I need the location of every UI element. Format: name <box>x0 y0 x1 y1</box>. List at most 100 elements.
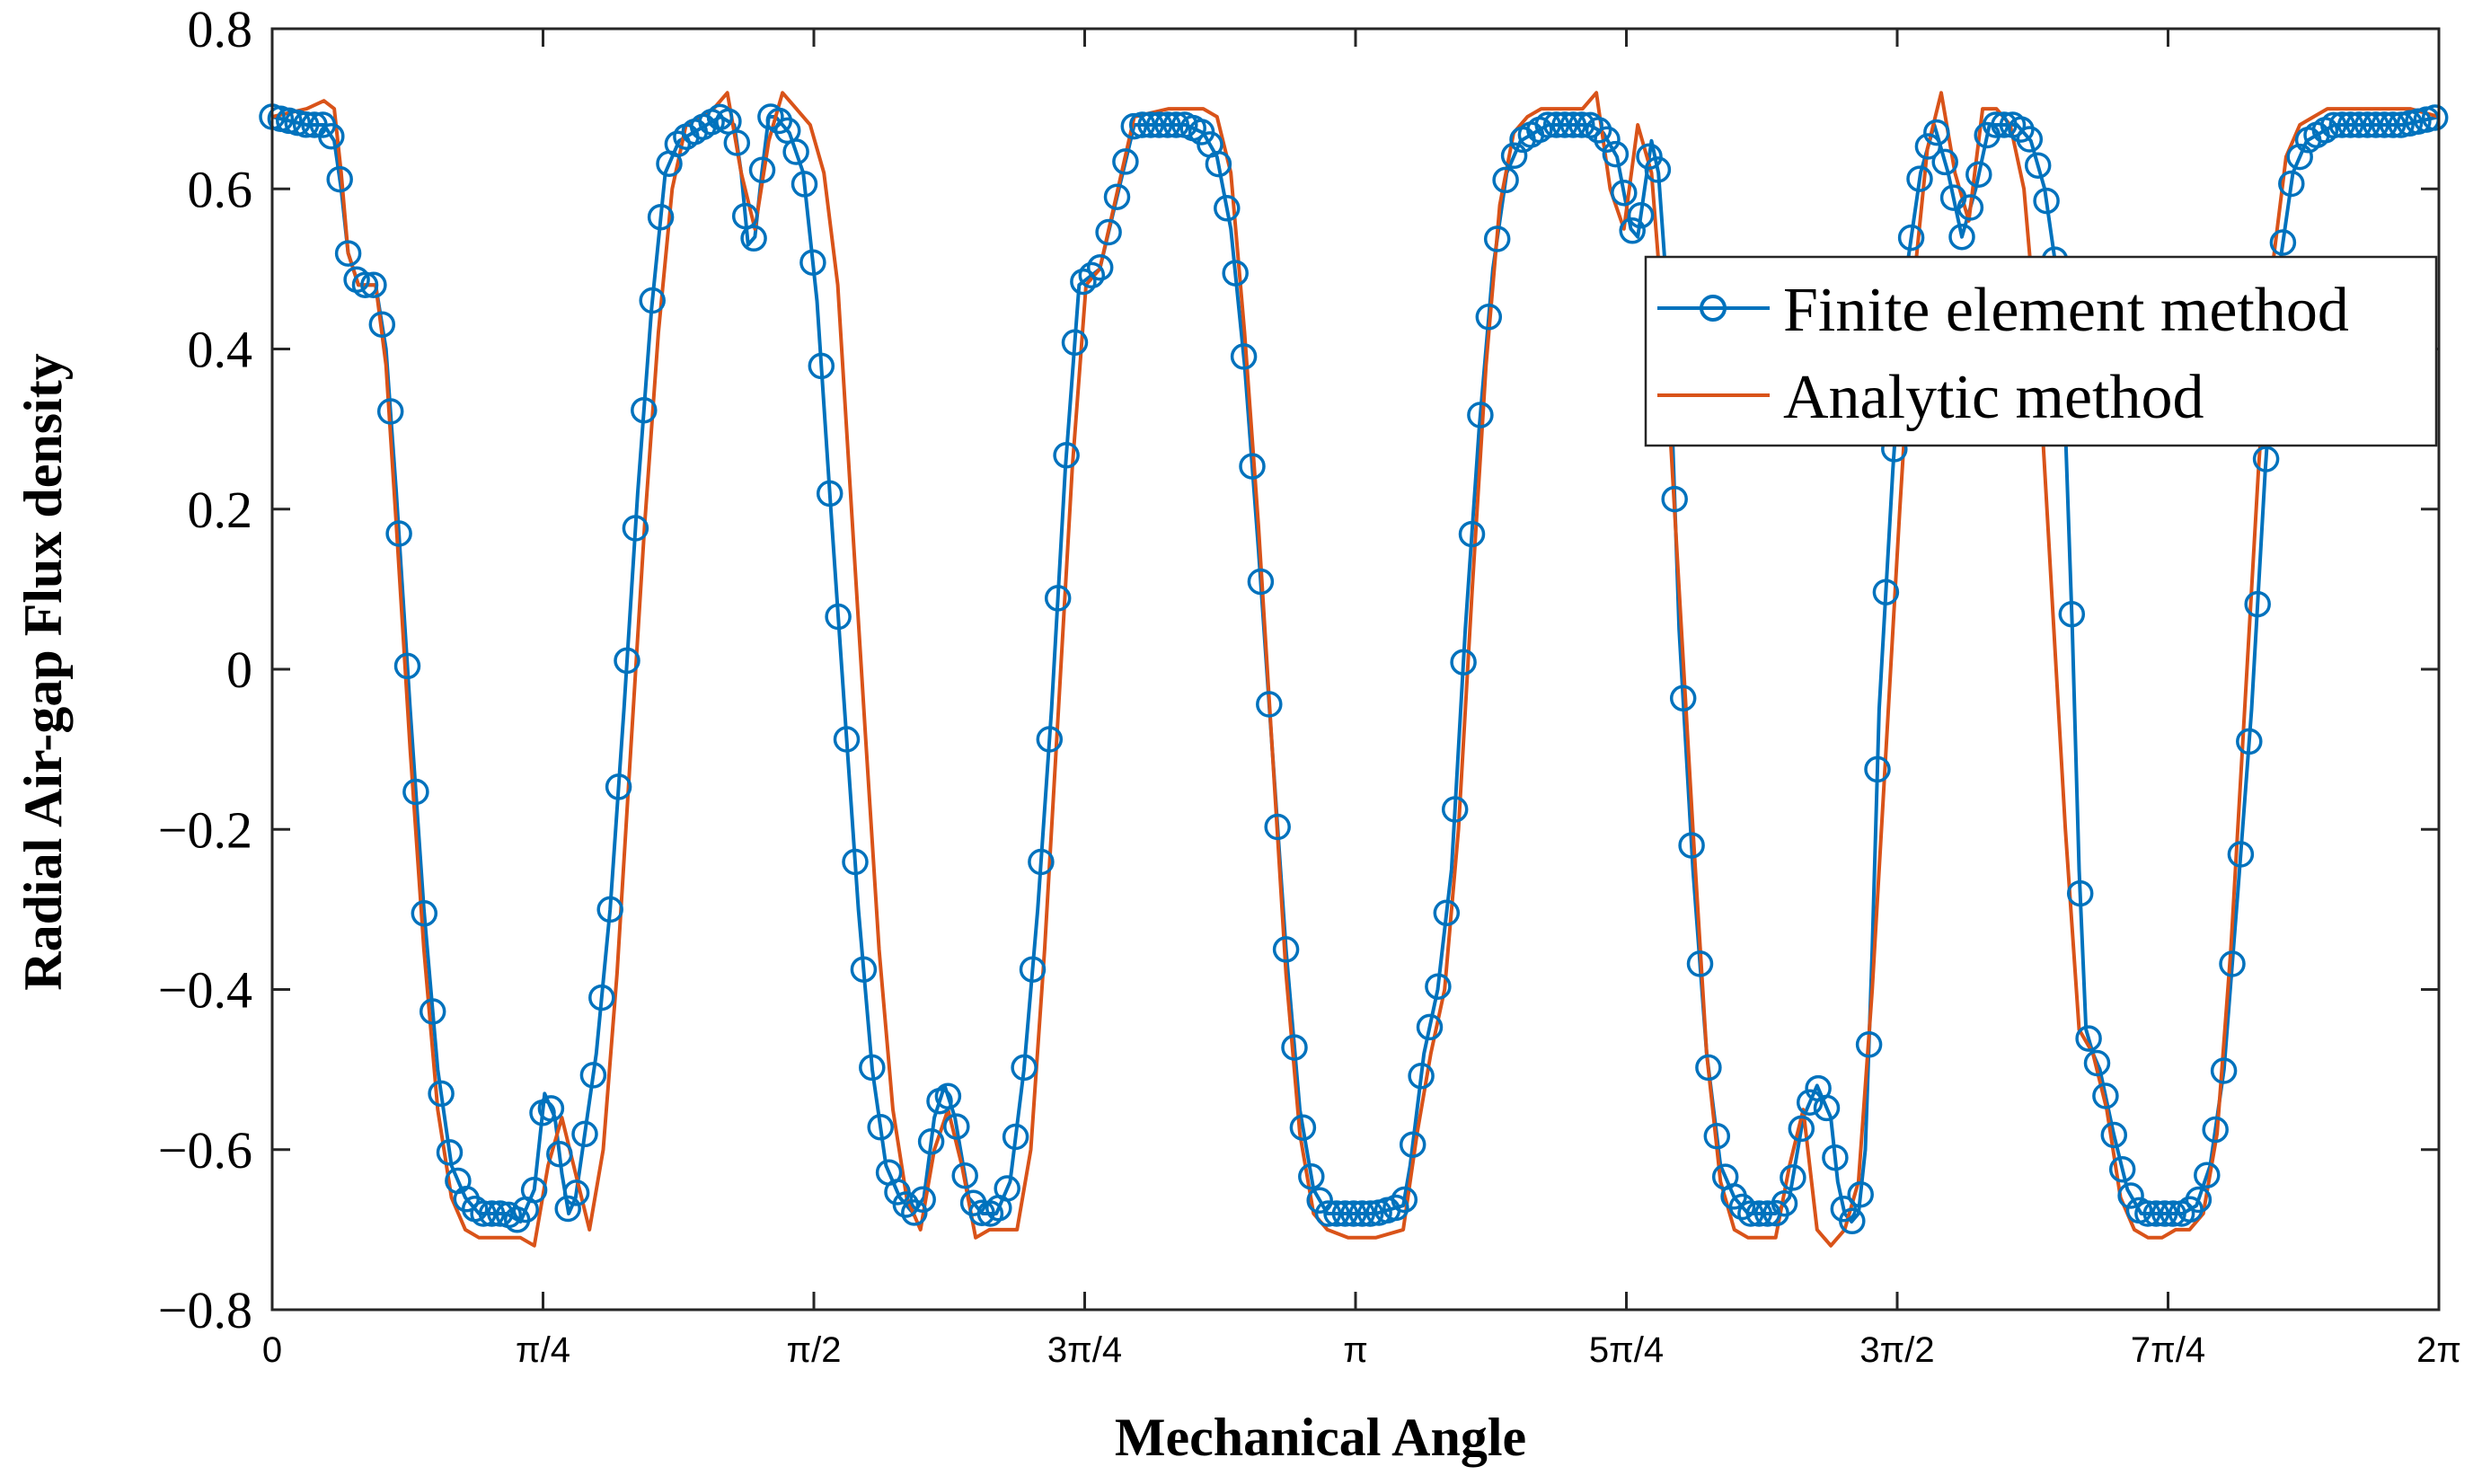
fem-data-point <box>2379 111 2407 138</box>
fem-data-point <box>360 271 387 298</box>
fem-data-point <box>1914 133 1942 160</box>
x-tick-label: 2π <box>2416 1330 2461 1370</box>
fem-data-point <box>1306 1187 1333 1215</box>
fem-data-point <box>470 1200 497 1227</box>
y-tick-label: −0.8 <box>158 1281 252 1339</box>
fem-data-point <box>1162 111 1190 138</box>
fem-data-point <box>799 249 826 276</box>
fem-data-point <box>1627 201 1655 229</box>
y-tick-label: −0.6 <box>158 1121 252 1179</box>
fem-data-point <box>546 1140 573 1168</box>
fem-data-point <box>1780 1164 1806 1191</box>
fem-data-point <box>2328 111 2356 138</box>
fem-data-point <box>1112 148 1139 175</box>
fem-data-point <box>1982 111 2009 138</box>
fem-data-point <box>1745 1200 1773 1227</box>
fem-data-point <box>605 773 632 800</box>
fem-data-point <box>478 1200 506 1227</box>
fem-data-point <box>1086 254 1114 281</box>
fem-data-point <box>2033 187 2060 215</box>
fem-data-point <box>748 156 776 184</box>
fem-data-point <box>1450 649 1477 676</box>
fem-data-point <box>1070 268 1097 296</box>
fem-data-point <box>1458 520 1486 548</box>
fem-data-point <box>393 652 421 680</box>
fem-data-point <box>487 1200 514 1227</box>
fem-data-point <box>1965 161 1992 188</box>
y-tick-label: 0.4 <box>188 321 253 379</box>
fem-data-point <box>2100 1121 2128 1149</box>
fem-data-point <box>2058 600 2086 628</box>
fem-data-point <box>943 1113 970 1140</box>
fem-data-point <box>1703 1123 1731 1150</box>
fem-data-point <box>816 480 844 508</box>
fem-data-point <box>1044 585 1072 612</box>
fem-data-point <box>1678 832 1705 859</box>
fem-data-point <box>1019 956 1047 983</box>
fem-data-point <box>2134 1200 2161 1227</box>
fem-data-point <box>1281 1034 1308 1061</box>
fem-data-point <box>571 1120 598 1148</box>
fem-data-point <box>833 726 861 753</box>
fem-data-point <box>892 1191 920 1218</box>
fem-data-point <box>1340 1200 1367 1227</box>
fem-data-point <box>1611 179 1638 207</box>
fem-data-point <box>901 1199 928 1226</box>
fem-data-point <box>782 138 809 165</box>
fem-data-point <box>1011 1054 1038 1082</box>
fem-data-point <box>1348 1200 1376 1227</box>
fem-data-point <box>2345 111 2372 138</box>
fem-data-point <box>1661 485 1688 513</box>
y-tick-label: 0.2 <box>188 481 253 539</box>
fem-data-point <box>1103 183 1131 210</box>
fem-data-point <box>1323 1200 1350 1227</box>
fem-data-point <box>1728 1193 1756 1221</box>
fem-data-point <box>1813 1094 1841 1122</box>
fem-data-point <box>951 1162 978 1189</box>
fem-data-point <box>334 240 362 267</box>
fem-data-point <box>2075 1025 2102 1052</box>
fem-data-point <box>2363 111 2389 138</box>
fem-data-point <box>2278 170 2305 198</box>
fem-data-point <box>376 398 404 425</box>
fem-data-point <box>1737 1200 1764 1227</box>
fem-data-point <box>614 647 640 675</box>
fem-data-point <box>1686 950 1714 977</box>
fem-data-point <box>1214 195 1241 222</box>
y-tick-label: −0.4 <box>158 961 252 1020</box>
fem-data-point <box>2227 841 2255 868</box>
fem-data-point <box>994 1175 1020 1202</box>
fem-data-point <box>1331 1200 1359 1227</box>
fem-data-point <box>2185 1186 2213 1214</box>
fem-data-point <box>428 1080 455 1108</box>
fem-data-point <box>411 900 438 927</box>
fem-data-point <box>562 1179 590 1206</box>
fem-data-point <box>1771 1189 1798 1217</box>
fem-data-point <box>2202 1116 2229 1144</box>
fem-data-point <box>1230 343 1258 370</box>
fem-data-point <box>588 984 615 1011</box>
fem-data-point <box>1247 568 1275 596</box>
fem-data-point <box>1272 936 1300 963</box>
fem-data-point <box>909 1186 936 1214</box>
legend-marker-fem <box>1700 295 1727 322</box>
fem-data-point <box>1433 899 1461 927</box>
fem-data-point <box>1551 111 1578 138</box>
fem-data-point <box>2092 1082 2119 1109</box>
fem-data-point <box>808 352 835 380</box>
fem-data-point <box>2252 446 2280 473</box>
fem-data-point <box>622 515 649 542</box>
y-tick-label: 0.8 <box>188 0 253 58</box>
fem-data-point <box>2210 1057 2238 1084</box>
fem-data-point <box>1356 1200 1384 1227</box>
fem-data-point <box>537 1095 565 1122</box>
fem-data-point <box>934 1082 962 1110</box>
fem-data-point <box>1500 142 1528 170</box>
legend: Finite element method Analytic method <box>1644 255 2438 447</box>
y-axis: −0.8 −0.6 −0.4 −0.2 0 0.2 0.4 0.6 0.8 <box>158 0 2439 1339</box>
legend-box <box>1644 255 2438 447</box>
fem-data-point <box>1906 165 1933 192</box>
fem-data-point <box>1078 261 1106 289</box>
fem-data-point <box>326 165 353 193</box>
fem-data-point <box>1669 685 1697 712</box>
